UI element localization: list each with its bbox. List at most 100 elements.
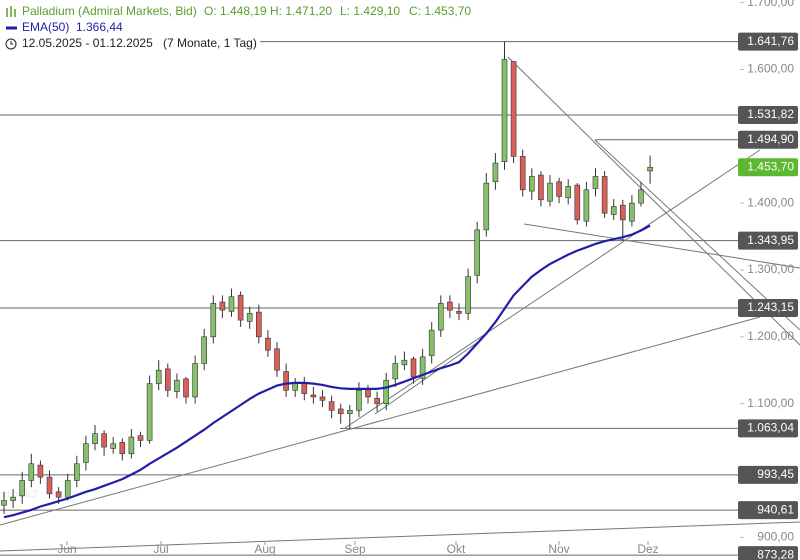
candle-body bbox=[283, 371, 289, 391]
level-label: 1.343,95 bbox=[747, 233, 794, 247]
level-label: 1.641,76 bbox=[747, 34, 794, 48]
level-label: 993,45 bbox=[757, 467, 794, 481]
x-tick-label: Aug bbox=[254, 542, 275, 556]
x-tick-label: Nov bbox=[548, 542, 569, 556]
candle-body bbox=[619, 204, 626, 221]
candle-body bbox=[64, 480, 71, 498]
candle-body bbox=[510, 61, 517, 157]
clock-icon bbox=[5, 38, 17, 50]
candle-body bbox=[383, 379, 390, 404]
last-price-box bbox=[738, 158, 798, 177]
candle-body bbox=[101, 433, 107, 448]
candle-body bbox=[428, 329, 435, 356]
candle-body bbox=[601, 176, 608, 214]
level-label: 1.494,90 bbox=[747, 132, 794, 146]
y-tick-label: 1.700,00 bbox=[747, 0, 794, 9]
candle-body bbox=[1, 500, 7, 506]
header: Palladium (Admiral Markets, Bid) O: 1.44… bbox=[5, 4, 471, 50]
duration: (7 Monate, 1 Tag) bbox=[163, 36, 257, 50]
ema-line bbox=[3, 224, 651, 519]
candle-body bbox=[310, 394, 317, 398]
candle-body bbox=[201, 336, 207, 364]
candle-body bbox=[119, 442, 126, 455]
candle-body bbox=[483, 182, 490, 231]
candle-body bbox=[374, 397, 380, 404]
candle-body bbox=[246, 313, 253, 322]
candle-body bbox=[19, 480, 26, 497]
level-box bbox=[738, 419, 798, 438]
candle-body bbox=[328, 401, 335, 411]
trend-line bbox=[507, 56, 800, 346]
x-tick-label: Sep bbox=[344, 542, 366, 556]
candle-body bbox=[528, 176, 535, 192]
candle-body bbox=[237, 295, 244, 321]
candle-body bbox=[556, 181, 562, 197]
level-label: 1.243,15 bbox=[747, 300, 794, 314]
candle-body bbox=[155, 369, 162, 384]
trend-line bbox=[0, 521, 800, 552]
candle-body bbox=[110, 443, 116, 449]
candle-body bbox=[28, 463, 35, 481]
ohlc-low: L: 1.429,10 bbox=[340, 4, 400, 18]
candle-body bbox=[465, 276, 471, 314]
candle-body bbox=[174, 379, 180, 392]
legend-value: 1.366,44 bbox=[76, 20, 123, 34]
level-box bbox=[738, 130, 798, 149]
level-label: 940,61 bbox=[757, 502, 794, 516]
trend-lines bbox=[0, 56, 800, 552]
candle-body bbox=[210, 303, 217, 338]
instrument-icon bbox=[6, 6, 16, 17]
trend-line bbox=[594, 139, 800, 331]
y-tick-label: 1.600,00 bbox=[747, 62, 794, 76]
candle-body bbox=[219, 301, 226, 311]
candle-body bbox=[183, 378, 189, 398]
candle-body bbox=[55, 491, 62, 498]
candle-body bbox=[419, 356, 426, 379]
candle-body bbox=[392, 363, 399, 380]
ohlc-close: C: 1.453,70 bbox=[409, 4, 471, 18]
y-tick-label: 900,00 bbox=[757, 529, 794, 543]
candle-body bbox=[46, 476, 53, 495]
candle-body bbox=[592, 176, 599, 189]
candle-body bbox=[228, 296, 235, 312]
candle-body bbox=[346, 410, 353, 414]
candle-body bbox=[456, 311, 462, 314]
x-tick-label: Jul bbox=[153, 542, 168, 556]
candle-body bbox=[10, 496, 16, 501]
candle-body bbox=[265, 337, 271, 351]
candle-body bbox=[74, 463, 80, 481]
candle-body bbox=[92, 433, 98, 445]
date-range: 12.05.2025 - 01.12.2025 bbox=[22, 36, 153, 50]
candle-body bbox=[356, 389, 362, 411]
candle-body bbox=[365, 388, 371, 398]
x-tick-label: Dez bbox=[637, 542, 658, 556]
candle-body bbox=[638, 189, 644, 204]
candle-body bbox=[292, 383, 299, 391]
candle-body bbox=[37, 464, 44, 478]
level-label: 873,28 bbox=[757, 547, 794, 560]
candle-body bbox=[574, 184, 581, 221]
candle-body bbox=[519, 156, 526, 191]
candle-body bbox=[410, 358, 417, 378]
last-price-label: 1.453,70 bbox=[747, 159, 794, 173]
y-tick-label: 1.200,00 bbox=[747, 329, 794, 343]
candle-body bbox=[610, 206, 617, 215]
candle-body bbox=[547, 182, 553, 202]
clock-hands bbox=[10, 41, 13, 45]
candle-body bbox=[274, 348, 280, 371]
instrument: Palladium (Admiral Markets, Bid) bbox=[22, 4, 197, 18]
legend-entry: EMA(50) bbox=[22, 20, 69, 34]
ohlc-high: H: 1.471,20 bbox=[270, 4, 332, 18]
trend-line bbox=[374, 341, 479, 415]
level-box bbox=[738, 32, 798, 51]
level-box bbox=[738, 106, 798, 125]
level-box bbox=[738, 298, 798, 317]
candle-body bbox=[401, 359, 408, 366]
candle-body bbox=[137, 435, 144, 441]
watermark: stock3 bbox=[0, 487, 38, 501]
y-tick-label: 1.100,00 bbox=[747, 396, 794, 410]
y-tick-label: 1.300,00 bbox=[747, 262, 794, 276]
candle-body bbox=[255, 311, 262, 338]
candle-body bbox=[583, 189, 590, 222]
